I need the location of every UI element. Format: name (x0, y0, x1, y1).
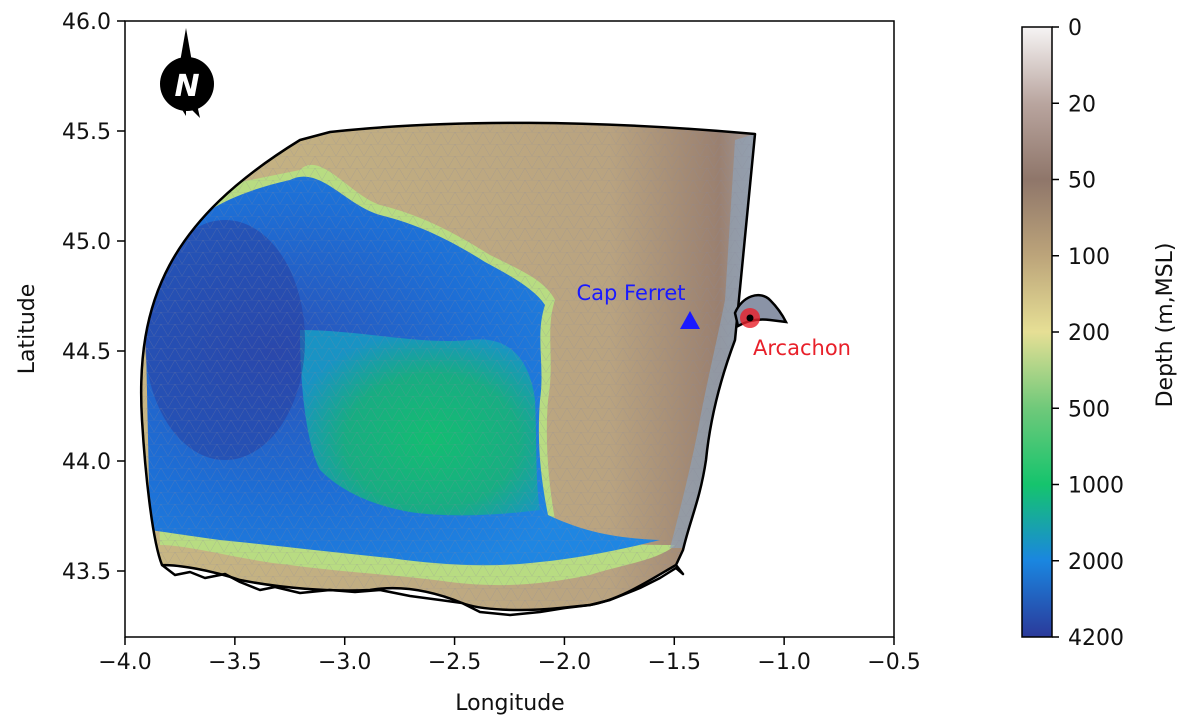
north-arrow-icon: N (160, 28, 214, 118)
x-tick-label: −2.0 (538, 650, 591, 675)
colorbar-tick-label: 200 (1068, 321, 1110, 346)
x-tick-label: −3.0 (318, 650, 371, 675)
colorbar-tick-label: 4200 (1068, 626, 1124, 651)
y-tick-label: 45.5 (62, 120, 111, 145)
north-arrow-label: N (174, 69, 199, 104)
map-area: Cap Ferret Arcachon N (124, 20, 895, 638)
colorbar-tick-label: 500 (1068, 397, 1110, 422)
y-tick-label: 46.0 (62, 10, 111, 35)
model-domain (141, 122, 756, 611)
cap-ferret-marker (680, 311, 700, 329)
colorbar: 0 20 50 100 200 500 1000 2000 4200 Depth (m,MSL) (1021, 16, 1178, 651)
x-tick-label: −0.5 (867, 650, 920, 675)
x-tick-label: −3.5 (208, 650, 261, 675)
x-axis: −4.0 −3.5 −3.0 −2.5 −2.0 −1.5 −1.0 −0.5 (98, 637, 921, 675)
colorbar-tick-label: 50 (1068, 169, 1096, 194)
southern-coastline (161, 564, 685, 617)
x-axis-title: Longitude (455, 691, 564, 716)
x-tick-label: −1.5 (648, 650, 701, 675)
y-tick-label: 45.0 (62, 230, 111, 255)
x-tick-label: −1.0 (757, 650, 810, 675)
colorbar-tick-label: 0 (1068, 16, 1082, 41)
colorbar-title: Depth (m,MSL) (1153, 243, 1178, 408)
y-tick-label: 44.5 (62, 340, 111, 365)
x-tick-label: −4.0 (98, 650, 151, 675)
y-tick-label: 43.5 (62, 560, 111, 585)
y-axis-title: Latitude (15, 284, 40, 375)
arcachon-label: Arcachon (753, 336, 851, 360)
x-tick-label: −2.5 (428, 650, 481, 675)
y-tick-label: 44.0 (62, 450, 111, 475)
colorbar-tick-label: 100 (1068, 245, 1110, 270)
cap-ferret-label: Cap Ferret (577, 281, 686, 305)
colorbar-tick-label: 20 (1068, 92, 1096, 117)
colorbar-gradient (1021, 26, 1053, 638)
domain-boundary (139, 121, 757, 612)
colorbar-tick-label: 1000 (1068, 474, 1124, 499)
y-axis: 43.5 44.0 44.5 45.0 45.5 46.0 (62, 10, 125, 585)
colorbar-ticks: 0 20 50 100 200 500 1000 2000 4200 (1052, 16, 1124, 651)
colorbar-tick-label: 2000 (1068, 550, 1124, 575)
